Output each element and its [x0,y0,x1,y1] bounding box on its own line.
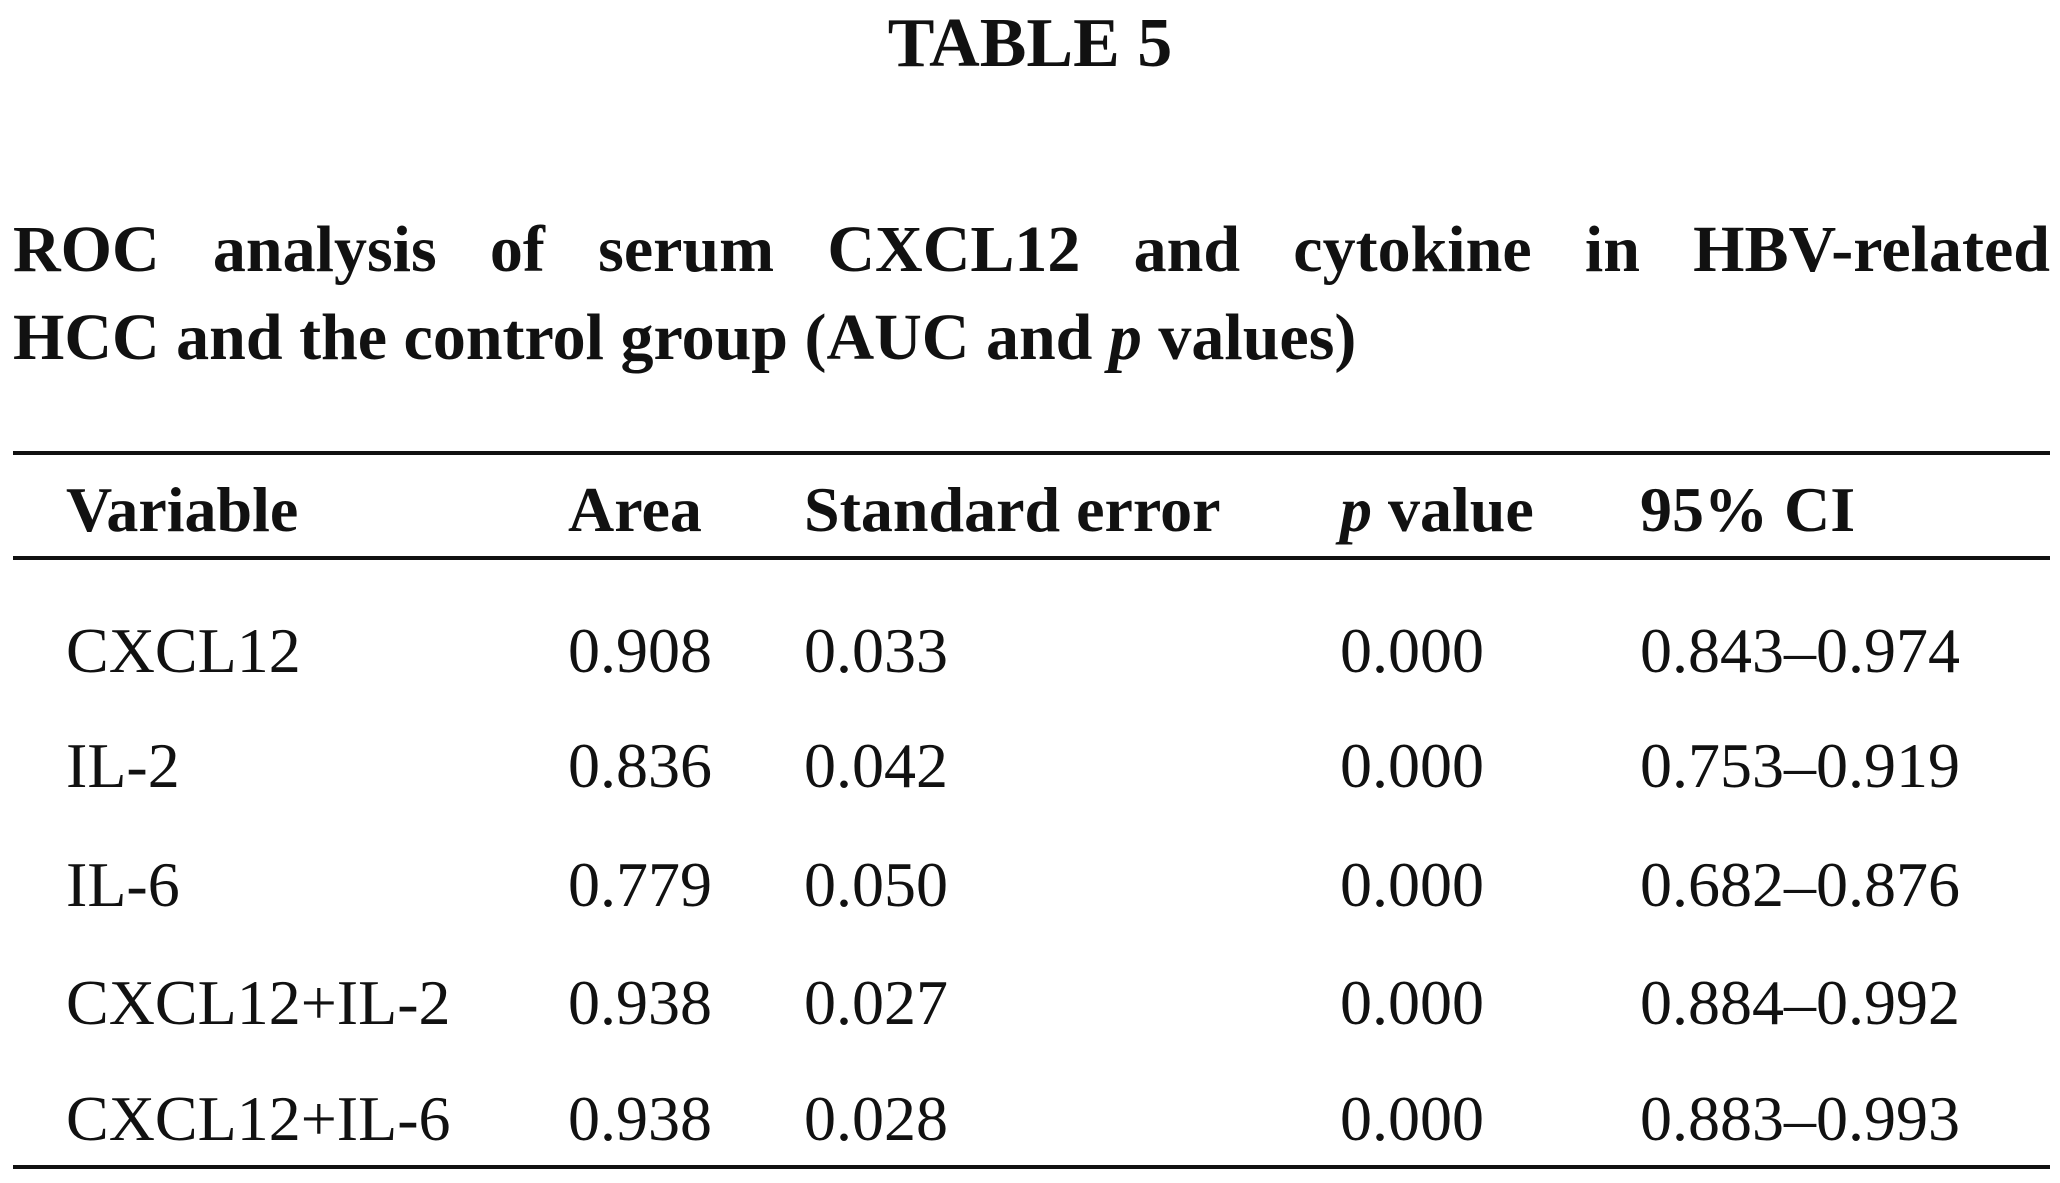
table-cell: 0.884–0.992 [1640,967,1960,1038]
table-cell: 0.042 [804,730,948,801]
table-cell: CXCL12 [66,615,301,686]
column-header: Standard error [804,474,1221,545]
table-cell: 0.843–0.974 [1640,615,1960,686]
table-cell: 0.050 [804,849,948,920]
table-cell: 0.938 [568,1083,712,1154]
header-rule [13,556,2050,560]
table-cell: 0.000 [1340,730,1484,801]
table-cell: 0.027 [804,967,948,1038]
column-header: Variable [66,474,299,545]
table-cell: 0.883–0.993 [1640,1083,1960,1154]
table-cell: 0.779 [568,849,712,920]
table-cell: 0.000 [1340,967,1484,1038]
column-header: p value [1340,474,1534,545]
table-cell: 0.908 [568,615,712,686]
caption-text: values) [1158,301,1357,374]
caption-text: HCC and the control group (AUC and [13,301,1093,374]
column-header: 95% CI [1640,474,1856,545]
table-cell: 0.028 [804,1083,948,1154]
caption-line: HCC and the control group (AUC and p val… [13,300,2050,376]
table-cell: 0.836 [568,730,712,801]
table-cell: 0.033 [804,615,948,686]
caption-text: p [1108,301,1142,374]
table-cell: CXCL12+IL-6 [66,1083,451,1154]
bottom-rule [13,1165,2050,1169]
table-cell: IL-2 [66,730,180,801]
table-cell: 0.938 [568,967,712,1038]
table-cell: IL-6 [66,849,180,920]
table-cell: 0.000 [1340,849,1484,920]
table-title: TABLE 5 [887,5,1173,82]
table-cell: 0.000 [1340,615,1484,686]
top-rule [13,451,2050,455]
table-cell: 0.682–0.876 [1640,849,1960,920]
table-cell: 0.000 [1340,1083,1484,1154]
column-header: Area [568,474,702,545]
table-cell: 0.753–0.919 [1640,730,1960,801]
caption-line: ROC analysis of serum CXCL12 and cytokin… [13,213,2050,286]
table-cell: CXCL12+IL-2 [66,967,451,1038]
